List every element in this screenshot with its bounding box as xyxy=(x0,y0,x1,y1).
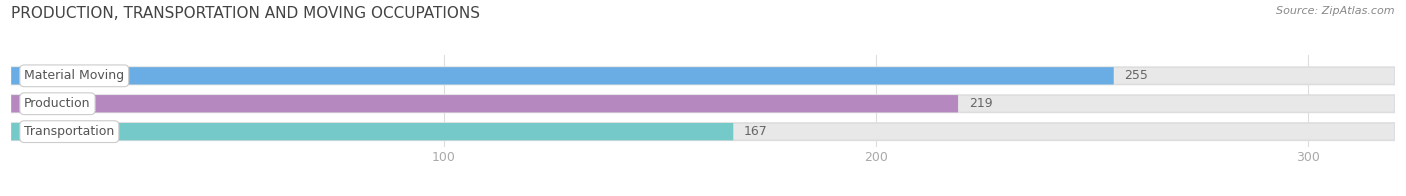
FancyBboxPatch shape xyxy=(11,123,1395,140)
FancyBboxPatch shape xyxy=(11,123,734,140)
Text: Source: ZipAtlas.com: Source: ZipAtlas.com xyxy=(1277,6,1395,16)
Text: PRODUCTION, TRANSPORTATION AND MOVING OCCUPATIONS: PRODUCTION, TRANSPORTATION AND MOVING OC… xyxy=(11,6,481,21)
FancyBboxPatch shape xyxy=(11,95,957,112)
FancyBboxPatch shape xyxy=(11,67,1114,84)
FancyBboxPatch shape xyxy=(11,95,1395,112)
Text: 219: 219 xyxy=(969,97,993,110)
Text: Production: Production xyxy=(24,97,91,110)
Text: Transportation: Transportation xyxy=(24,125,114,138)
FancyBboxPatch shape xyxy=(11,67,1395,84)
Text: 167: 167 xyxy=(744,125,768,138)
Text: 255: 255 xyxy=(1125,69,1149,82)
Text: Material Moving: Material Moving xyxy=(24,69,124,82)
